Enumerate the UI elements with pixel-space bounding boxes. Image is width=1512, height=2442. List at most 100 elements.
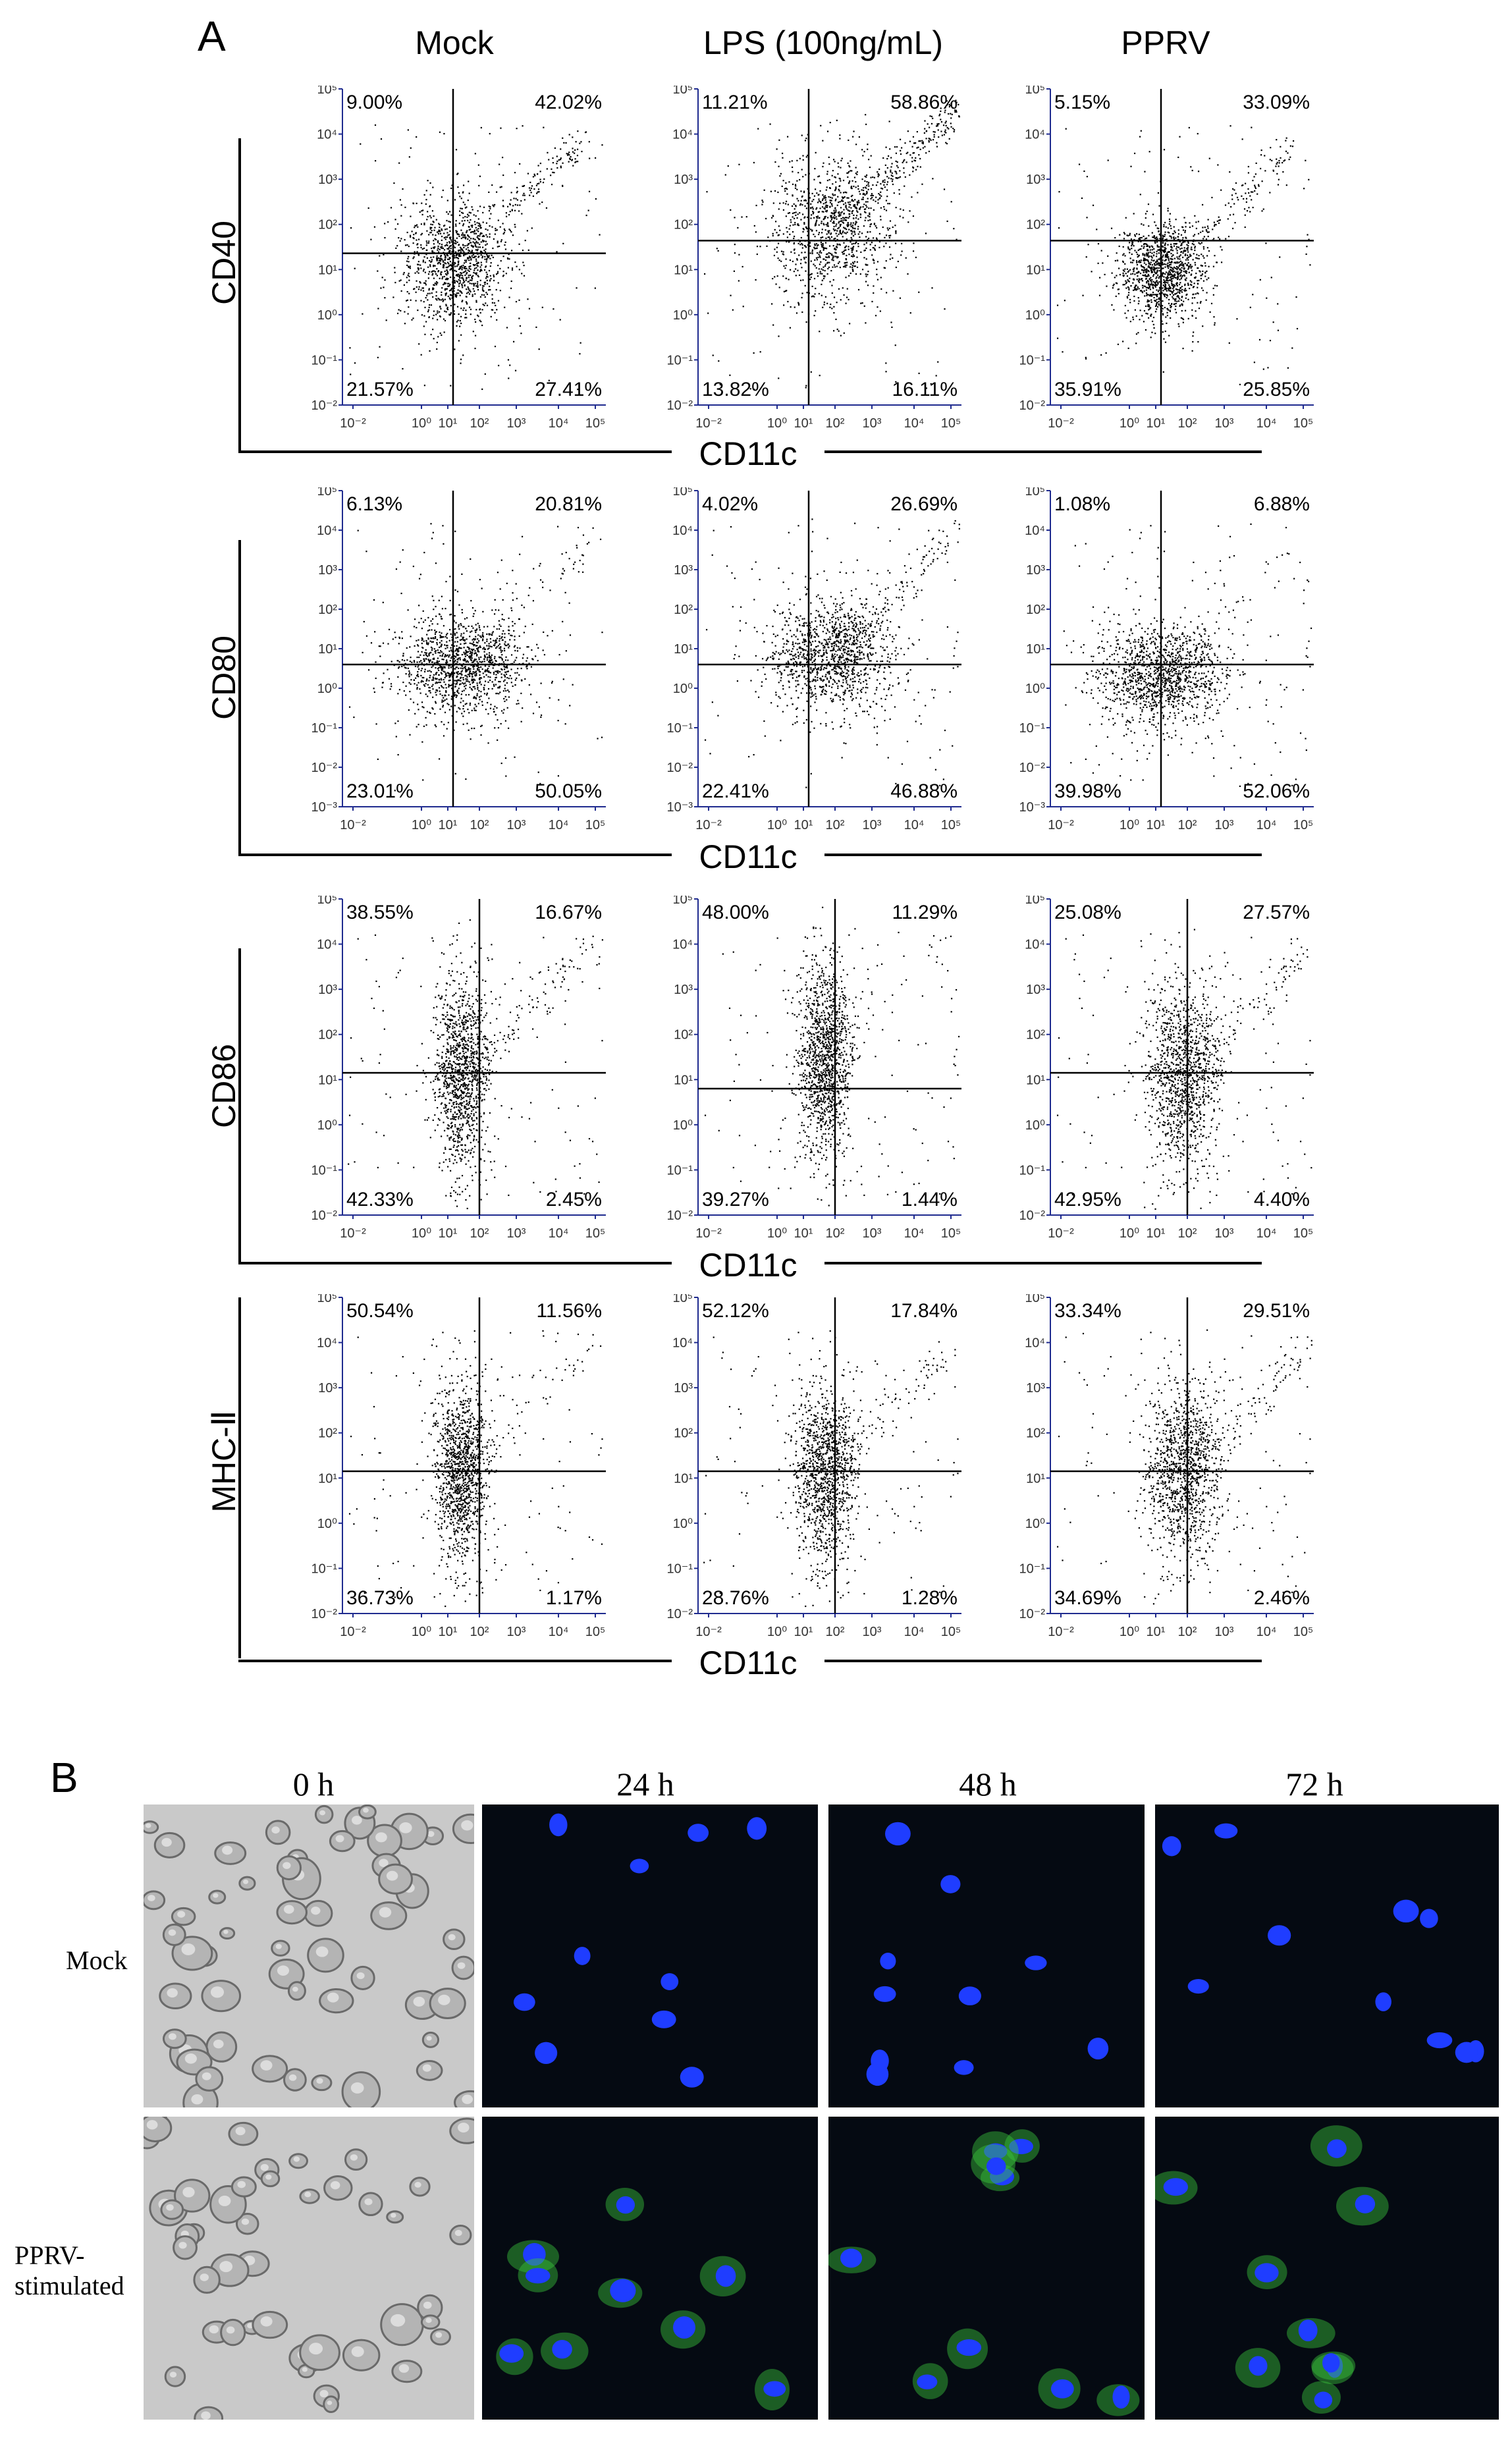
y-tick-label: 10⁻¹	[667, 1561, 693, 1576]
micrograph-r2-c4	[1155, 2117, 1499, 2420]
micrograph-r1-c4	[1155, 1804, 1499, 2107]
quadrant-upper-right-percent: 17.84%	[890, 1300, 958, 1322]
y-tick-label: 10⁴	[672, 1336, 693, 1351]
flow-plot-r1-c2: 10⁵ 10⁴ 10³ 10² 10¹ 10⁰ 10⁻¹ 10⁻² 10⁻² 10⁰ 10¹ 10² 1…	[665, 82, 975, 454]
x-tick-label: 10¹	[794, 416, 813, 431]
row1-bracket-bottom-left	[238, 450, 673, 453]
x-tick-label: 10⁰	[1120, 416, 1139, 431]
quadrant-lower-left-percent: 39.98%	[1054, 780, 1121, 802]
quadrant-lower-right-percent: 46.88%	[890, 780, 958, 802]
y-tick-label: 10¹	[318, 1471, 337, 1486]
quadrant-lower-left-percent: 22.41%	[702, 780, 769, 802]
x-tick-label: 10⁴	[549, 1226, 569, 1241]
x-tick-label: 10¹	[439, 1226, 458, 1241]
quadrant-upper-right-percent: 58.86%	[890, 92, 958, 113]
x-tick-label: 10²	[470, 1625, 489, 1639]
micrograph-svg	[828, 2129, 1140, 2416]
y-tick-label: 10⁴	[1025, 938, 1045, 952]
y-tick-label: 10⁴	[317, 1336, 337, 1351]
nucleus	[1187, 1979, 1209, 1994]
y-tick-label: 10³	[674, 173, 693, 187]
row4-x-label: CD11c	[672, 1644, 824, 1682]
quadrant-lower-left-percent: 42.33%	[346, 1189, 414, 1210]
nucleus	[1420, 1909, 1438, 1928]
quadrant-lower-right-percent: 4.40%	[1254, 1189, 1310, 1210]
x-tick-label: 10⁴	[904, 1625, 925, 1639]
x-tick-label: 10⁰	[767, 818, 787, 832]
nucleus	[917, 2374, 938, 2390]
quadrant-upper-right-percent: 20.81%	[535, 493, 602, 515]
x-tick-label: 10²	[470, 416, 489, 431]
flow-plot-r2-c3: 10⁵ 10⁴ 10³ 10² 10¹ 10⁰ 10⁻¹ 10⁻² 10⁻³ 10⁻² 10⁰ 10¹…	[1017, 484, 1327, 856]
quadrant-upper-left-percent: 25.08%	[1054, 902, 1121, 923]
y-tick-label: 10⁵	[317, 487, 337, 499]
y-tick-label: 10⁰	[1025, 1118, 1045, 1133]
x-tick-label: 10¹	[439, 416, 458, 431]
x-tick-label: 10⁴	[549, 1625, 569, 1639]
x-tick-label: 10³	[507, 1226, 526, 1241]
nucleus	[499, 2344, 524, 2363]
row3-y-label: CD86	[205, 1044, 242, 1128]
y-tick-label: 10⁻³	[1019, 800, 1046, 815]
flow-plot-svg: 10⁵ 10⁴ 10³ 10² 10¹ 10⁰ 10⁻¹ 10⁻²10⁻² 10⁰ 10¹ 10² 1…	[667, 82, 961, 431]
column-header-mock: Mock	[415, 24, 494, 61]
y-tick-label: 10²	[1026, 218, 1045, 232]
nucleus	[552, 2340, 572, 2359]
row1-y-label: CD40	[205, 221, 242, 305]
quadrant-lower-right-percent: 2.45%	[546, 1189, 602, 1210]
flow-plot-svg: 10⁵ 10⁴ 10³ 10² 10¹ 10⁰ 10⁻¹ 10⁻²10⁻² 10⁰ 10¹ 10² 1…	[311, 1291, 606, 1639]
y-tick-label: 10⁴	[672, 128, 693, 142]
quadrant-upper-left-percent: 6.13%	[346, 493, 402, 515]
x-tick-label: 10⁻²	[340, 818, 366, 832]
nucleus	[1314, 2391, 1333, 2408]
flow-plot-r4-c3: 10⁵ 10⁴ 10³ 10² 10¹ 10⁰ 10⁻¹ 10⁻² 10⁻² 10⁰ 10¹ 10² 1…	[1017, 1291, 1327, 1663]
x-tick-label: 10⁵	[585, 416, 606, 431]
quadrant-lower-right-percent: 1.44%	[902, 1189, 958, 1210]
flow-plot-r2-c1: 10⁵ 10⁴ 10³ 10² 10¹ 10⁰ 10⁻¹ 10⁻² 10⁻³ 10⁻² 10⁰ 10¹…	[310, 484, 619, 856]
x-tick-label: 10²	[470, 1226, 489, 1241]
x-tick-label: 10⁰	[412, 1625, 431, 1639]
cell	[144, 1820, 159, 1834]
y-tick-label: 10⁻²	[311, 761, 338, 775]
time-label-72h: 72 h	[1285, 1766, 1343, 1803]
nucleus	[1162, 1836, 1181, 1857]
x-tick-label: 10²	[826, 416, 845, 431]
nucleus	[958, 1986, 981, 2005]
flow-plot-r1-c1: 10⁵ 10⁴ 10³ 10² 10¹ 10⁰ 10⁻¹ 10⁻² 10⁻² 10⁰ 10¹ 10² 1…	[310, 82, 619, 454]
quadrant-lower-left-percent: 42.95%	[1054, 1189, 1121, 1210]
nucleus	[1355, 2194, 1376, 2213]
quadrant-lower-right-percent: 50.05%	[535, 780, 602, 802]
y-tick-label: 10⁴	[672, 938, 693, 952]
x-tick-label: 10²	[1178, 1226, 1197, 1241]
row-label-line: PPRV-	[14, 2240, 85, 2270]
flow-plot-svg: 10⁵ 10⁴ 10³ 10² 10¹ 10⁰ 10⁻¹ 10⁻²10⁻² 10⁰ 10¹ 10² 1…	[667, 892, 961, 1241]
nucleus	[763, 2381, 786, 2397]
event-dots	[1056, 125, 1311, 385]
x-tick-label: 10³	[507, 416, 526, 431]
y-tick-label: 10³	[674, 983, 693, 997]
quadrant-lower-right-percent: 2.46%	[1254, 1587, 1310, 1609]
flow-plot-r3-c1: 10⁵ 10⁴ 10³ 10² 10¹ 10⁰ 10⁻¹ 10⁻² 10⁻² 10⁰ 10¹ 10² 1…	[310, 892, 619, 1264]
y-tick-label: 10⁻²	[667, 398, 693, 413]
micrograph-svg	[1155, 2125, 1389, 2414]
y-tick-label: 10¹	[674, 263, 693, 277]
quadrant-lower-left-percent: 34.69%	[1054, 1587, 1121, 1609]
row4-bracket	[238, 1297, 241, 1658]
micrograph-svg	[1162, 1823, 1484, 2063]
y-tick-label: 10⁻¹	[1019, 721, 1046, 736]
y-tick-label: 10⁵	[672, 86, 693, 97]
y-tick-label: 10¹	[318, 1073, 337, 1087]
x-tick-label: 10⁻²	[340, 416, 366, 431]
y-tick-label: 10²	[318, 603, 337, 617]
quadrant-upper-left-percent: 38.55%	[346, 902, 414, 923]
x-tick-label: 10⁰	[412, 416, 431, 431]
time-label-48h: 48 h	[959, 1766, 1017, 1803]
nucleus	[840, 2248, 863, 2268]
y-tick-label: 10⁰	[1025, 308, 1045, 323]
nucleus	[880, 1953, 896, 1970]
y-tick-label: 10⁵	[1025, 487, 1045, 499]
x-tick-label: 10¹	[794, 1226, 813, 1241]
quadrant-lower-left-percent: 36.73%	[346, 1587, 414, 1609]
event-dots	[1056, 1329, 1312, 1605]
